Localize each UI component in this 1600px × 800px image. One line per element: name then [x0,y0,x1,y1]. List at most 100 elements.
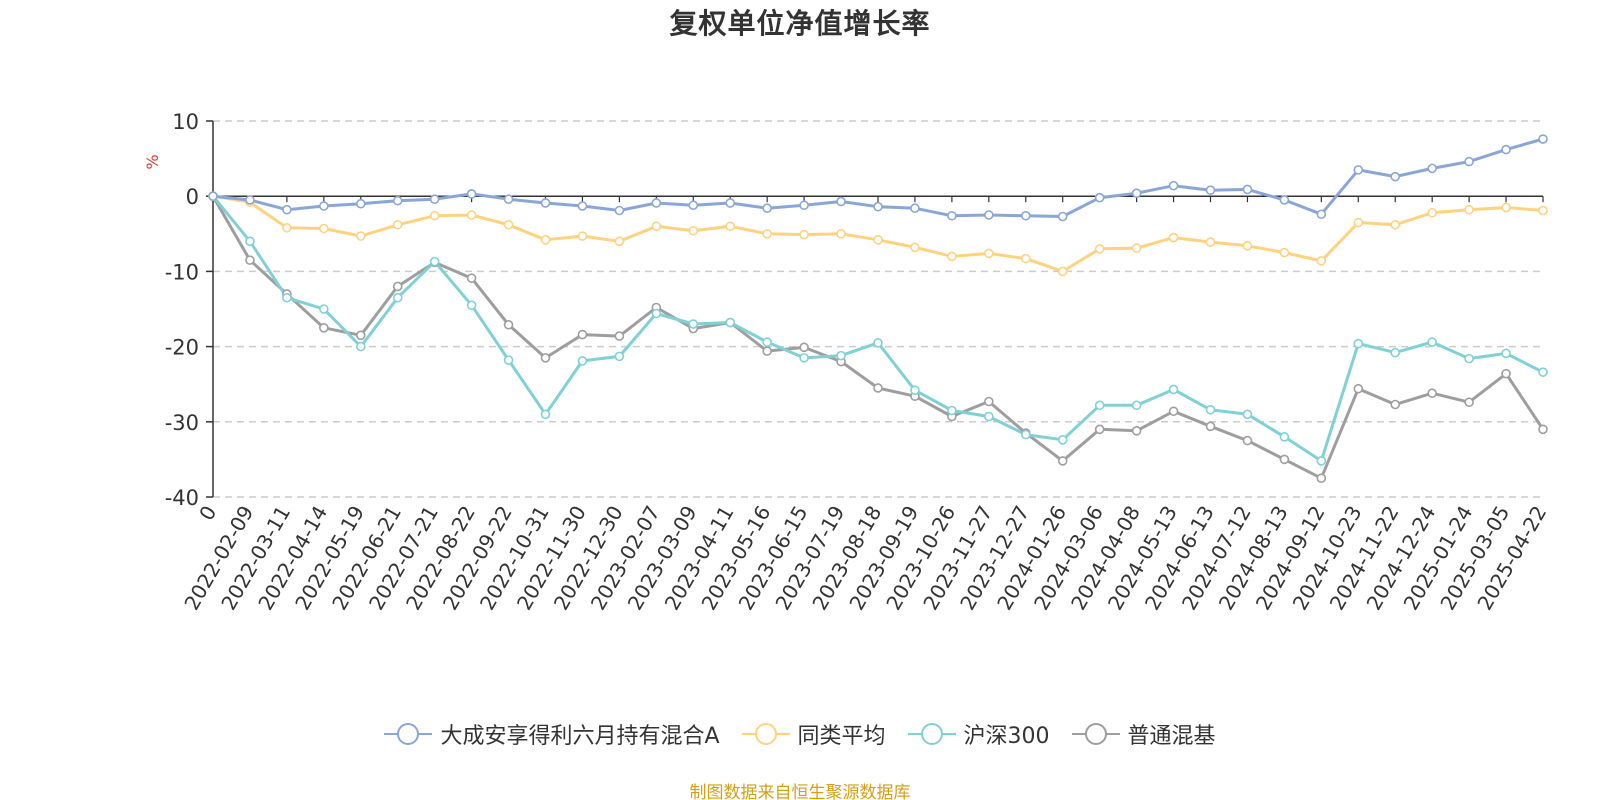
data-point [1427,388,1437,399]
data-point [725,317,736,328]
data-point [429,194,440,205]
data-point [614,205,625,216]
data-point [873,383,883,393]
data-point [614,236,625,247]
data-point [1316,209,1327,220]
data-point [614,331,625,341]
y-tick-label: -40 [165,486,199,510]
y-axis-label: % [143,154,162,169]
data-point [392,292,403,303]
data-point [873,201,883,212]
data-point [1538,367,1548,377]
data-point [1464,204,1474,215]
data-point [688,225,699,236]
data-point [1279,195,1290,205]
data-point [651,308,662,319]
data-point [1390,399,1401,410]
data-point [503,194,514,205]
data-point [1057,211,1068,222]
data-point [1094,424,1105,435]
data-point [836,229,846,239]
data-point [355,231,366,241]
data-point [466,189,477,199]
legend-label: 同类平均 [797,724,886,749]
data-point [1131,188,1142,198]
data-point [1020,429,1031,440]
data-point [392,195,403,206]
data-point [1353,217,1364,228]
data-point [1168,232,1179,243]
data-point [947,210,957,221]
data-point [1464,397,1474,408]
data-point [355,198,366,209]
data-point [319,201,329,211]
chart-legend: 大成安享得利六月持有混合A 同类平均 沪深300 普通混基 [0,718,1600,750]
data-point [577,356,588,366]
legend-marker-icon [741,723,790,745]
data-point [799,229,809,240]
data-point [1205,185,1216,195]
y-tick-label: 0 [186,185,199,209]
legend-item[interactable]: 大成安享得利六月持有混合A [384,718,720,750]
data-point [1538,424,1548,435]
data-point [319,304,329,314]
data-point [799,200,809,211]
data-point [1316,256,1327,266]
data-point [762,229,772,239]
data-point [799,353,809,363]
legend-item[interactable]: 沪深300 [907,718,1050,750]
chart-title: 复权单位净值增长率 [669,7,931,40]
data-point [1168,180,1179,191]
legend-label: 大成安享得利六月持有混合A [440,724,720,749]
data-point [466,300,477,311]
data-point [1057,435,1068,445]
data-point [1279,454,1290,465]
y-tick-label: 10 [172,110,199,134]
data-point [1205,237,1216,247]
y-tick-label: -30 [165,411,199,435]
data-point [282,204,292,215]
data-point [282,292,292,303]
data-point [762,337,772,347]
data-point [1390,219,1401,230]
legend-label: 普通混基 [1127,724,1216,749]
data-point [1316,473,1327,484]
data-point [1020,253,1031,264]
data-point [540,198,551,208]
data-point [762,203,772,214]
data-point [392,281,403,292]
legend-item[interactable]: 普通混基 [1071,718,1216,750]
data-point [614,351,625,362]
data-point [836,350,846,361]
data-point [873,235,883,245]
data-point [1538,205,1548,216]
data-point [319,322,329,333]
legend-label: 沪深300 [963,724,1050,749]
y-tick-label: -20 [165,336,199,360]
data-point [1205,404,1216,415]
data-point [1242,184,1253,195]
data-point [540,409,551,420]
data-point [762,346,772,356]
data-point [836,196,846,207]
data-point [245,255,255,265]
legend-item[interactable]: 同类平均 [741,718,886,750]
data-point [466,210,477,220]
data-point [1242,435,1253,446]
data-point [355,330,366,341]
data-point [1131,426,1142,436]
data-point [577,231,588,241]
data-point [1464,353,1474,364]
data-point [947,405,957,416]
data-point [282,222,292,233]
data-point [1427,337,1437,347]
data-point [503,355,514,365]
data-point [1464,156,1474,167]
data-point [1205,421,1216,432]
data-point [245,236,255,247]
data-point [1242,241,1253,251]
data-point [1501,368,1511,379]
data-point [651,221,662,232]
data-point [1279,247,1290,258]
data-point [984,210,994,220]
